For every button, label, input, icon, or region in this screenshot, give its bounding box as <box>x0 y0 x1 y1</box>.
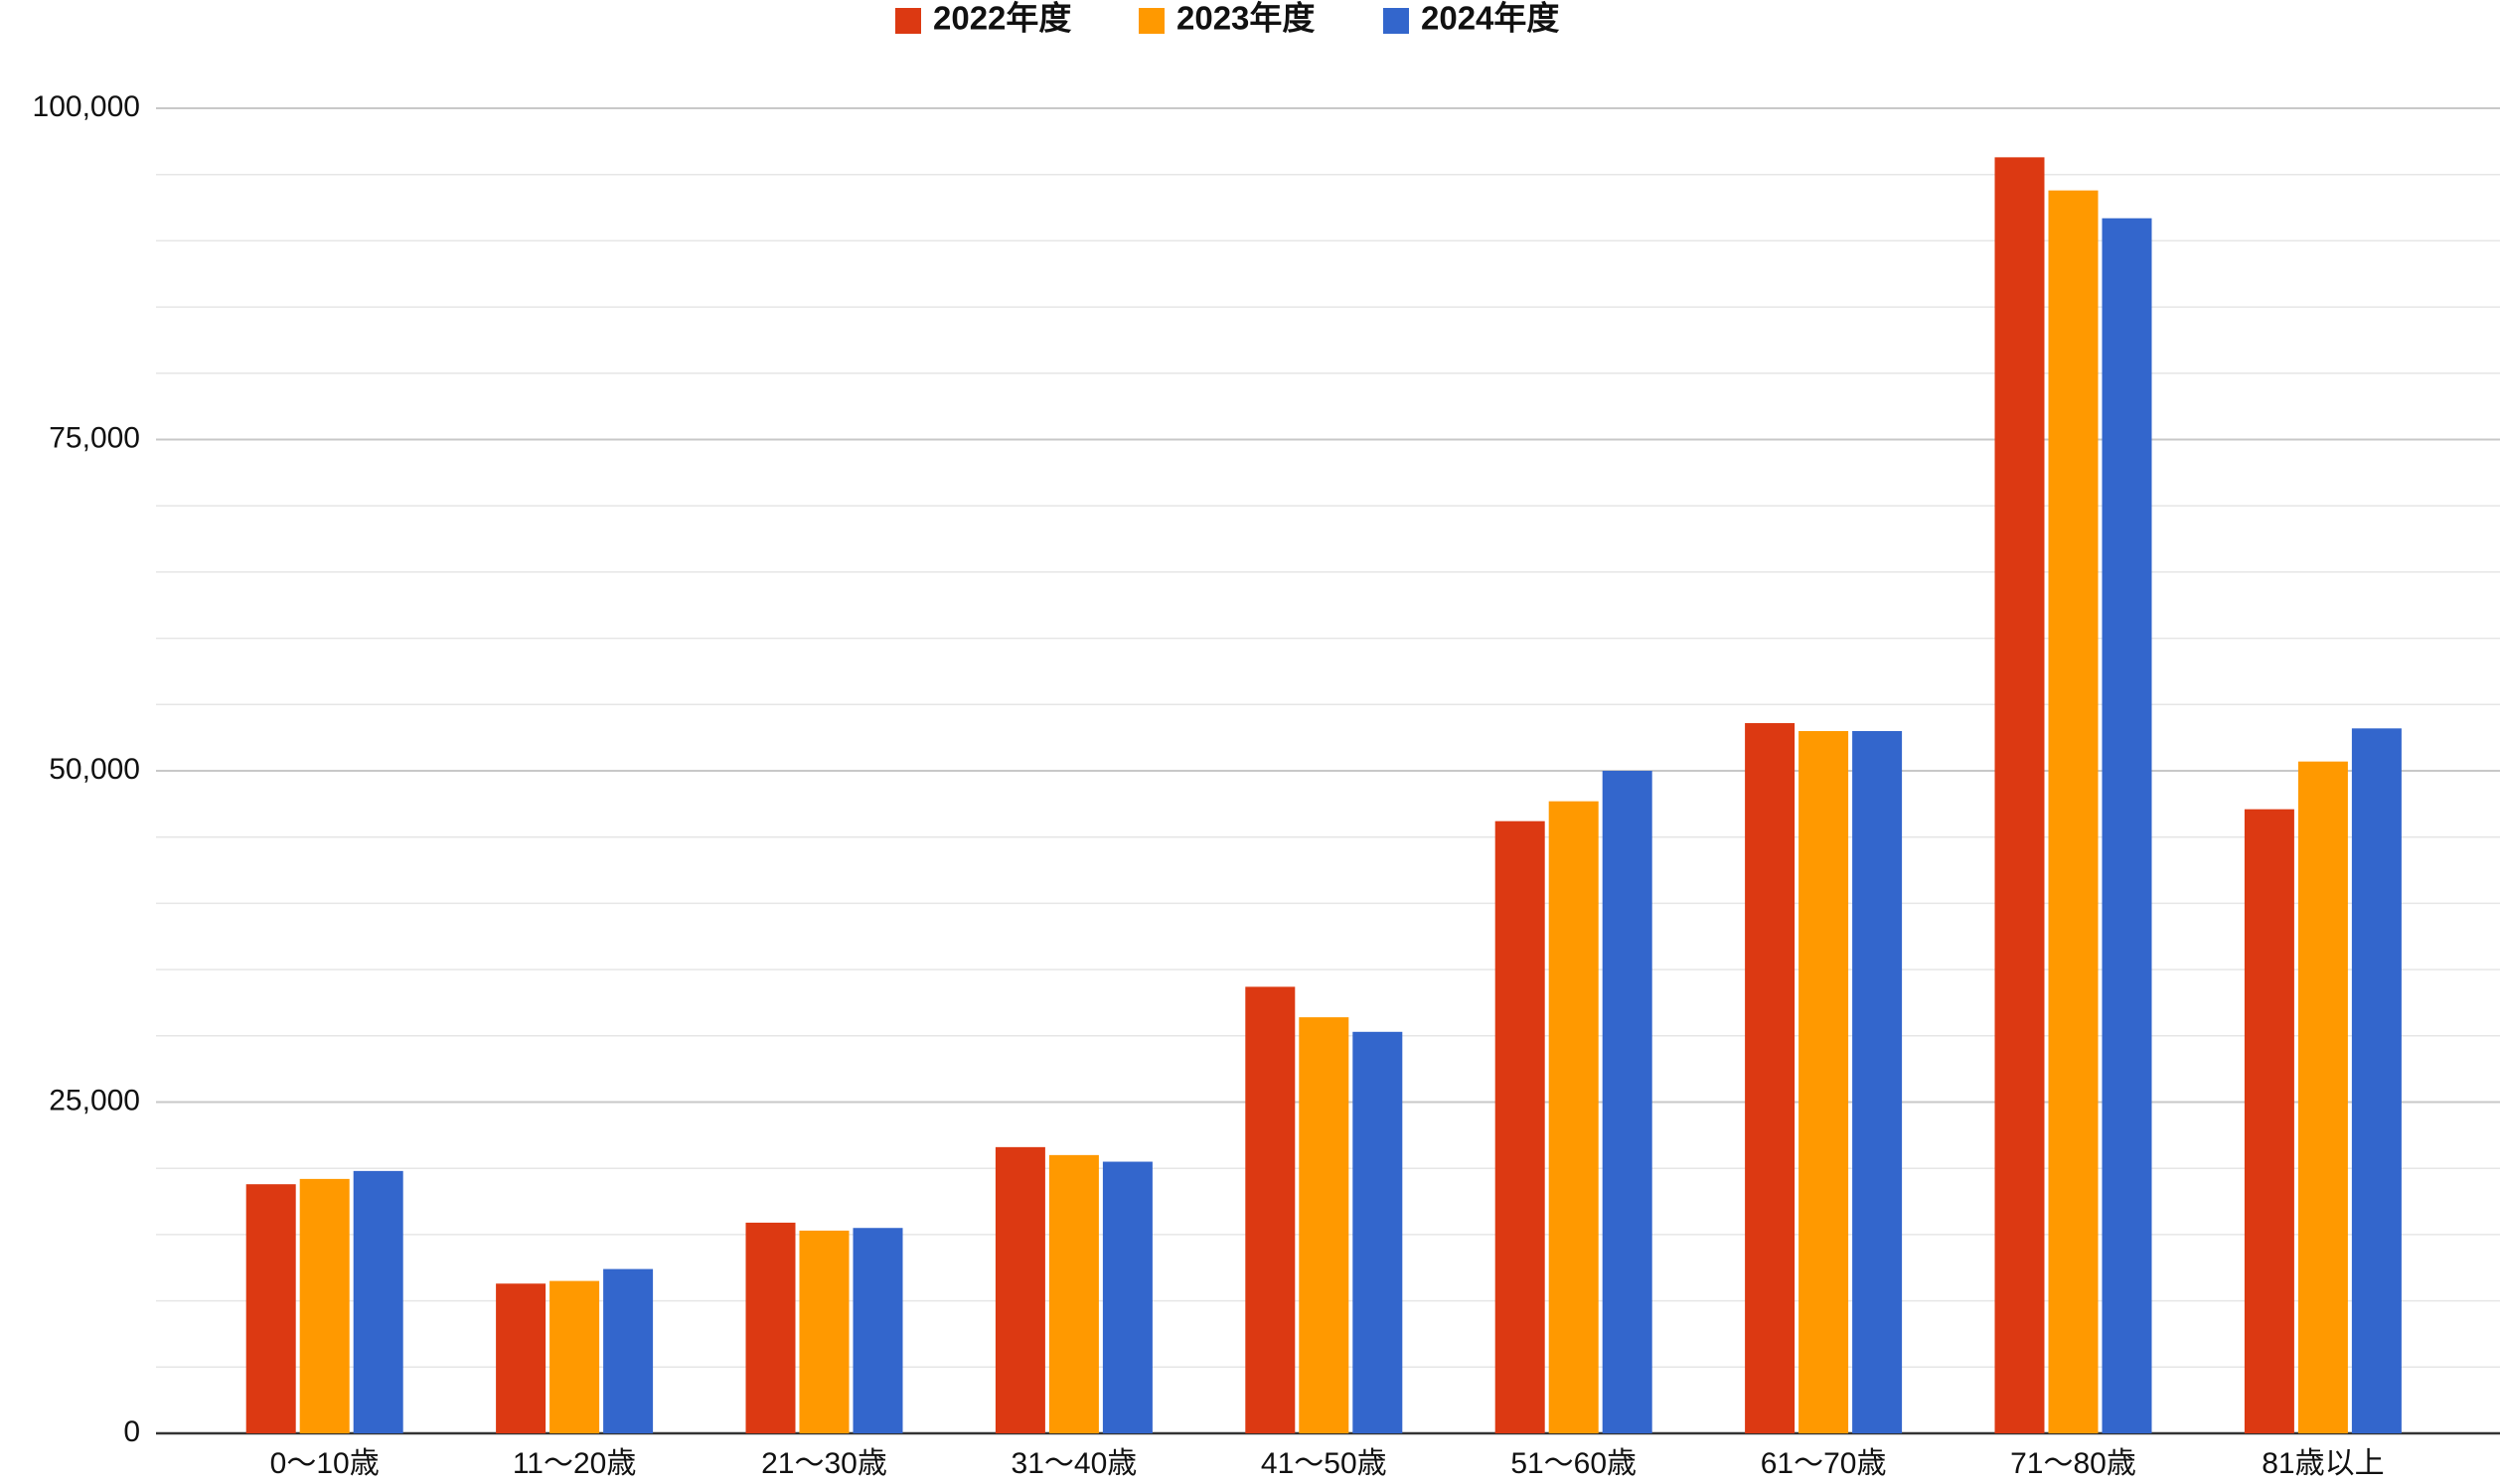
bar <box>603 1268 654 1433</box>
bar <box>853 1228 903 1433</box>
y-tick-label: 100,000 <box>33 90 140 123</box>
bar <box>496 1283 547 1433</box>
x-tick-label: 61〜70歳 <box>1761 1447 1887 1480</box>
bar <box>549 1280 600 1433</box>
bar <box>353 1170 403 1433</box>
bar <box>1245 986 1296 1433</box>
bar <box>2297 761 2348 1433</box>
bar <box>2102 218 2152 1433</box>
bar <box>1852 730 1903 1433</box>
x-tick-label: 31〜40歳 <box>1012 1447 1138 1480</box>
legend-label: 2023年度 <box>1176 0 1315 37</box>
bar <box>1548 801 1599 1433</box>
bar <box>1102 1161 1153 1433</box>
bar <box>995 1146 1045 1433</box>
x-tick-label: 21〜30歳 <box>761 1447 887 1480</box>
x-tick-label: 41〜50歳 <box>1261 1447 1387 1480</box>
bar <box>245 1184 296 1433</box>
bar <box>299 1178 350 1433</box>
bar <box>1048 1154 1099 1433</box>
bar <box>2048 190 2099 1433</box>
y-tick-label: 75,000 <box>49 421 140 454</box>
bar <box>745 1222 796 1433</box>
y-tick-label: 50,000 <box>49 753 140 786</box>
legend-swatch <box>1139 8 1165 34</box>
legend-label: 2024年度 <box>1421 0 1559 37</box>
x-tick-label: 71〜80歳 <box>2010 1447 2136 1480</box>
y-tick-label: 0 <box>123 1415 140 1448</box>
bar <box>1994 157 2045 1433</box>
legend-swatch <box>1383 8 1409 34</box>
x-tick-label: 11〜20歳 <box>513 1447 637 1480</box>
x-tick-label: 81歳以上 <box>2262 1447 2384 1480</box>
x-tick-label: 0〜10歳 <box>270 1447 380 1480</box>
bar <box>1352 1031 1403 1433</box>
legend-swatch <box>895 8 921 34</box>
bar <box>1745 722 1796 1433</box>
bar <box>1798 730 1849 1433</box>
y-tick-label: 25,000 <box>49 1084 140 1116</box>
bar <box>1602 771 1652 1433</box>
bar <box>1494 820 1545 1433</box>
x-tick-label: 51〜60歳 <box>1510 1447 1637 1480</box>
bar <box>2244 809 2294 1433</box>
bar <box>799 1230 850 1433</box>
bar <box>1299 1017 1349 1433</box>
bar <box>2351 728 2402 1433</box>
legend-label: 2022年度 <box>933 0 1071 37</box>
